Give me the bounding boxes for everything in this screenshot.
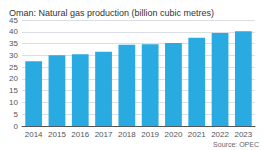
- svg-text:Source: OPEC: Source: OPEC: [213, 141, 259, 148]
- svg-text:40: 40: [9, 27, 18, 36]
- svg-text:25: 25: [9, 63, 18, 72]
- svg-text:45: 45: [9, 15, 18, 25]
- svg-text:2023: 2023: [234, 130, 252, 139]
- svg-text:2022: 2022: [211, 130, 229, 139]
- svg-text:15: 15: [9, 86, 18, 95]
- svg-text:35: 35: [9, 39, 18, 48]
- svg-text:5: 5: [14, 110, 19, 119]
- svg-text:2017: 2017: [95, 130, 113, 139]
- svg-text:0: 0: [14, 122, 19, 131]
- svg-text:2021: 2021: [188, 130, 206, 139]
- svg-text:10: 10: [9, 98, 18, 107]
- svg-text:2019: 2019: [141, 130, 159, 139]
- svg-text:2018: 2018: [118, 130, 136, 139]
- svg-text:30: 30: [9, 51, 18, 60]
- svg-text:2020: 2020: [165, 130, 183, 139]
- svg-text:2014: 2014: [25, 130, 43, 139]
- svg-text:2016: 2016: [71, 130, 89, 139]
- svg-text:20: 20: [9, 74, 18, 83]
- svg-text:2015: 2015: [48, 130, 66, 139]
- svg-text:Oman: Natural gas production (: Oman: Natural gas production (billion cu…: [9, 8, 214, 18]
